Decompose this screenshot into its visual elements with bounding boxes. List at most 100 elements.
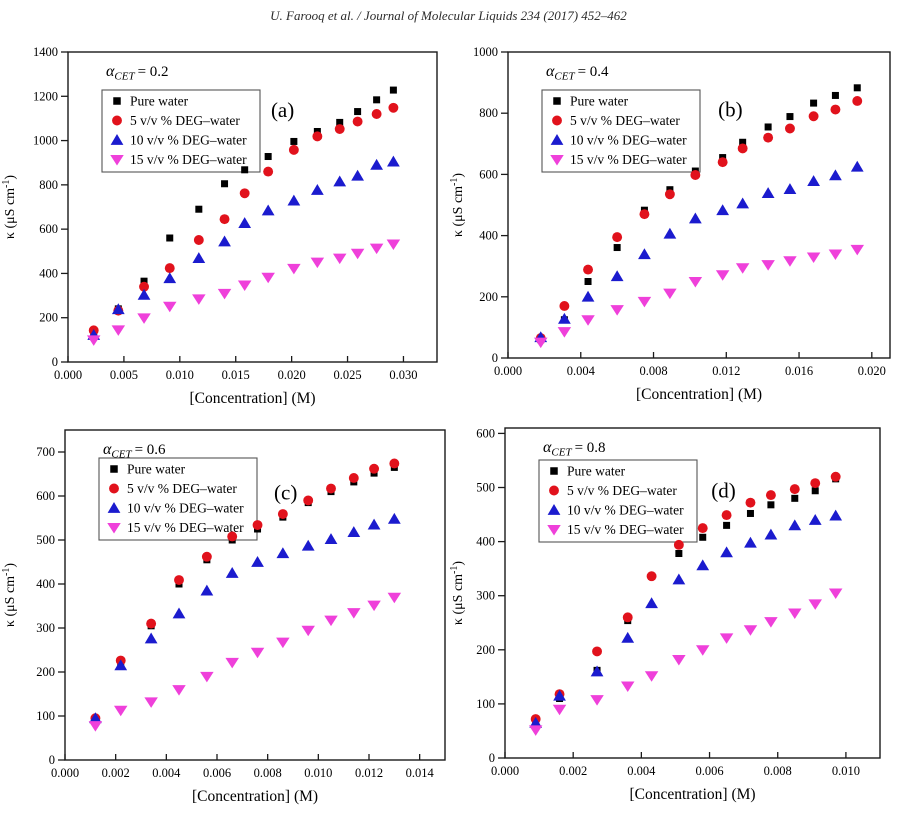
square-marker: [767, 501, 775, 509]
triangle-up-marker: [764, 528, 778, 540]
triangle-down-marker: [637, 296, 652, 308]
circle-marker: [810, 478, 821, 489]
circle-marker: [830, 104, 841, 115]
triangle-down-marker: [850, 244, 865, 256]
circle-marker: [721, 510, 732, 521]
triangle-up-marker: [137, 288, 151, 300]
triangle-up-marker: [638, 248, 651, 260]
triangle-up-marker: [720, 546, 733, 558]
y-tick-label: 600: [476, 426, 495, 440]
alpha-title: αCET = 0.2: [106, 63, 169, 83]
triangle-down-marker: [192, 294, 206, 305]
x-tick-label: 0.014: [406, 766, 435, 780]
x-axis: 0.000 0.004 0.008 0.012 0.016 0.020: [494, 352, 886, 378]
chart-(a): 0.000 0.005 0.010 0.015 0.020 0.025 0.030 0 200 4…: [1, 45, 438, 407]
y-tick-label: 800: [39, 178, 58, 192]
plot-frame: [507, 51, 891, 359]
square-marker: [336, 118, 344, 126]
circle-marker: [219, 214, 230, 225]
legend-box: [98, 457, 258, 541]
legend-entry: 10 v/v % DEG–water: [567, 503, 684, 518]
circle-marker: [201, 551, 212, 562]
circle-marker: [312, 131, 323, 142]
triangle-down-marker: [310, 257, 325, 269]
triangle-down-marker: [610, 305, 624, 316]
triangle-down-marker: [86, 335, 101, 346]
x-tick-label: 0.010: [304, 766, 332, 780]
x-tick-label: 0.006: [695, 764, 723, 778]
legend-entry: 5 v/v % DEG–water: [130, 113, 240, 128]
triangle-down-marker: [550, 155, 564, 166]
triangle-up-marker: [529, 716, 543, 728]
alpha-title: αCET = 0.4: [546, 63, 609, 83]
triangle-down-marker: [557, 327, 572, 338]
circle-marker: [664, 189, 675, 200]
triangle-up-marker: [301, 539, 315, 551]
y-tick-label: 200: [476, 643, 495, 657]
square-marker: [739, 138, 747, 146]
circle-marker: [552, 115, 562, 126]
square-marker: [389, 86, 397, 94]
triangle-down-marker: [144, 697, 158, 708]
y-tick-label: 500: [36, 533, 55, 547]
triangle-down-marker: [332, 253, 347, 265]
triangle-down-marker: [808, 599, 822, 610]
triangle-up-marker: [324, 533, 338, 544]
series-circle: [90, 458, 400, 724]
x-tick-label: 0.010: [832, 764, 860, 778]
square-marker: [723, 521, 731, 529]
circle-marker: [763, 132, 774, 143]
square-marker: [831, 91, 839, 99]
square-marker: [221, 180, 229, 188]
y-axis-label: κ (μS cm-1): [1, 563, 18, 627]
x-tick-label: 0.016: [785, 364, 813, 378]
legend-entry: 10 v/v % DEG–water: [127, 501, 244, 516]
circle-marker: [146, 618, 157, 629]
legend-entry: Pure water: [570, 94, 629, 109]
x-tick-label: 0.000: [51, 766, 79, 780]
circle-marker: [639, 209, 650, 220]
y-tick-label: 600: [39, 222, 58, 236]
y-axis: 0 100 200 300 400 500 600 700: [36, 445, 65, 767]
triangle-up-marker: [144, 632, 158, 644]
circle-marker: [717, 157, 728, 168]
x-tick-label: 0.012: [712, 364, 740, 378]
x-tick-label: 0.002: [102, 766, 130, 780]
triangle-down-marker: [743, 625, 758, 636]
circle-marker: [697, 523, 708, 534]
circle-marker: [559, 301, 570, 311]
circle-marker: [388, 102, 399, 113]
triangle-down-marker: [590, 695, 604, 706]
triangle-up-marker: [716, 204, 730, 216]
square-marker: [584, 278, 592, 285]
x-tick-label: 0.006: [203, 766, 231, 780]
square-marker: [553, 97, 561, 105]
legend-entry: 5 v/v % DEG–water: [127, 481, 237, 496]
x-axis: 0.000 0.005 0.010 0.015 0.020 0.025 0.030: [54, 356, 418, 382]
triangle-up-marker: [581, 290, 595, 302]
y-tick-label: 200: [36, 665, 55, 679]
circle-marker: [583, 264, 593, 275]
x-tick-label: 0.004: [627, 764, 656, 778]
triangle-up-marker: [688, 212, 702, 224]
x-tick-label: 0.000: [491, 764, 519, 778]
triangle-up-marker: [251, 556, 264, 567]
triangle-down-marker: [250, 647, 265, 659]
legend-box: [541, 89, 701, 173]
square-marker: [764, 123, 772, 131]
panel-label: (a): [271, 98, 294, 122]
square-marker: [290, 137, 298, 145]
triangle-up-marker: [621, 631, 635, 643]
journal-citation: U. Farooq et al. / Journal of Molecular …: [270, 8, 627, 23]
triangle-down-marker: [764, 617, 778, 628]
square-marker: [791, 494, 799, 502]
x-tick-label: 0.020: [858, 364, 886, 378]
triangle-up-marker: [829, 169, 842, 181]
circle-marker: [785, 123, 795, 134]
triangle-down-marker: [350, 248, 365, 260]
square-marker: [140, 277, 148, 285]
triangle-up-marker: [761, 187, 775, 198]
triangle-up-marker: [114, 659, 128, 671]
legend: Pure water 5 v/v % DEG–water 10 v/v % DEG–…: [541, 89, 701, 173]
triangle-down-marker: [88, 721, 103, 732]
